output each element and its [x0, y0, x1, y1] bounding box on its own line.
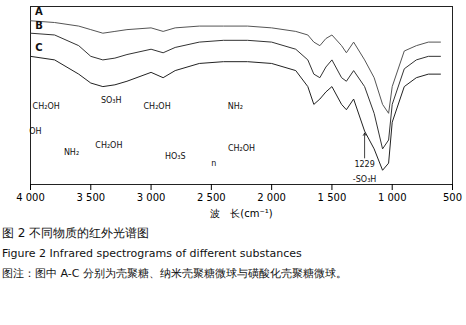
- svg-text:OH: OH: [29, 127, 41, 136]
- svg-text:1 000: 1 000: [378, 192, 407, 203]
- svg-text:B: B: [35, 20, 43, 31]
- html-text:Figure 2 Infrared spectrograms: Figure 2 Infrared spectrograms of differ…: [2, 247, 302, 260]
- svg-text:3 500: 3 500: [76, 192, 105, 203]
- svg-text:1229: 1229: [354, 160, 374, 169]
- svg-text:1 500: 1 500: [318, 192, 347, 203]
- html-text:图 2 不同物质的红外光谱图: 图 2 不同物质的红外光谱图: [2, 226, 150, 240]
- svg-text:n: n: [211, 159, 216, 168]
- svg-text:CH₂OH: CH₂OH: [228, 144, 255, 153]
- svg-text:CH₂OH: CH₂OH: [144, 102, 171, 111]
- html-text:图注：图中 A-C 分别为壳聚糖、纳米壳聚糖微球与磺酸化壳聚: 图注：图中 A-C 分别为壳聚糖、纳米壳聚糖微球与磺酸化壳聚糖微球。: [2, 267, 347, 280]
- svg-text:2 000: 2 000: [257, 192, 286, 203]
- svg-text:-SO₃H: -SO₃H: [353, 175, 376, 184]
- svg-text:3 000: 3 000: [137, 192, 166, 203]
- svg-text:C: C: [35, 42, 42, 53]
- svg-text:2 500: 2 500: [197, 192, 226, 203]
- svg-text:A: A: [35, 6, 43, 17]
- svg-text:波 长(cm⁻¹): 波 长(cm⁻¹): [210, 208, 272, 219]
- svg-text:CH₂OH: CH₂OH: [33, 102, 60, 111]
- svg-text:NH₂: NH₂: [64, 148, 79, 157]
- svg-text:NH₂: NH₂: [228, 102, 243, 111]
- svg-text:4 000: 4 000: [16, 192, 45, 203]
- svg-text:CH₂OH: CH₂OH: [95, 141, 122, 150]
- svg-text:HO₃S: HO₃S: [165, 152, 186, 161]
- svg-text:SO₃H: SO₃H: [101, 96, 122, 105]
- svg-text:500: 500: [443, 192, 462, 203]
